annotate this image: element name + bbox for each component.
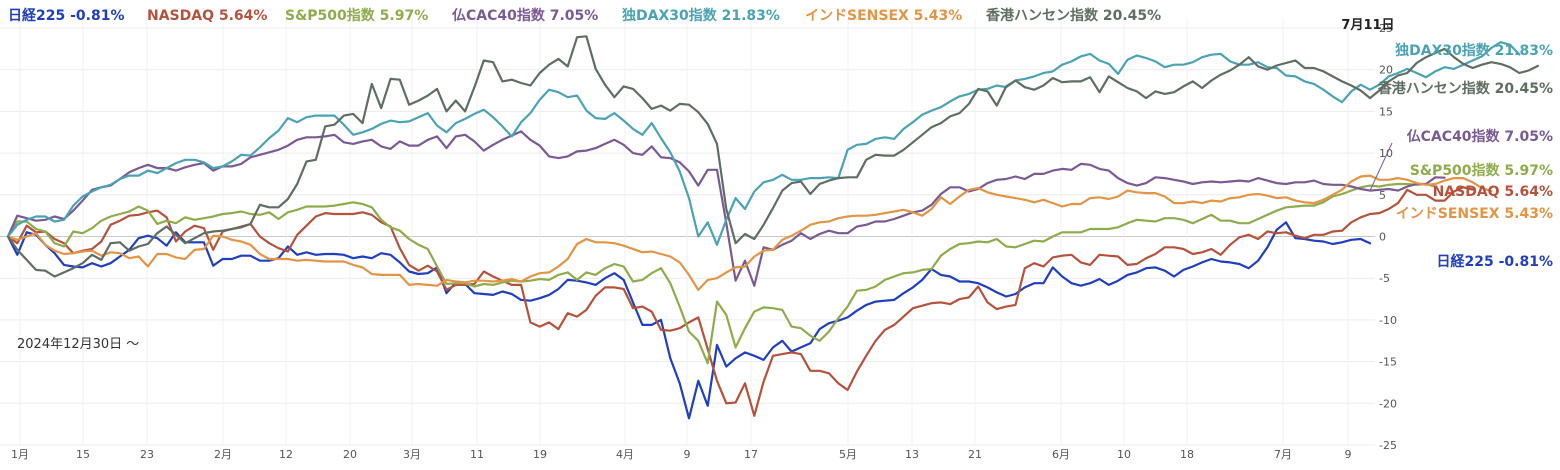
x-tick-label: 9 bbox=[684, 448, 691, 461]
y-tick-label: 15 bbox=[1379, 105, 1393, 118]
y-tick-label: 25 bbox=[1379, 22, 1393, 35]
x-tick-label: 1月 bbox=[11, 448, 29, 461]
x-tick-label: 21 bbox=[968, 448, 982, 461]
legend: 日経225 -0.81% NASDAQ 5.64% S&P500指数 5.97% 仏C… bbox=[8, 7, 1161, 24]
end-label-5: インドSENSEX 5.43% bbox=[1396, 206, 1553, 222]
series-line-0 bbox=[6, 221, 1372, 420]
start-date-label: 2024年12月30日 ～ bbox=[17, 337, 139, 352]
y-tick-label: 5 bbox=[1379, 189, 1386, 202]
series-lines bbox=[6, 35, 1540, 420]
y-tick-label: -15 bbox=[1379, 356, 1397, 369]
legend-entry-6: 香港ハンセン指数 20.45% bbox=[985, 7, 1161, 24]
x-tick-label: 9 bbox=[1345, 448, 1352, 461]
series-line-5 bbox=[6, 174, 1493, 291]
series-line-6 bbox=[6, 35, 1540, 278]
legend-entry-2: S&P500指数 5.97% bbox=[285, 7, 428, 24]
x-axis-ticks: 1月 15 23 2月 12 20 3月 11 19 4月 9 17 5月 13 21 6月 10 18 7月 9 bbox=[11, 448, 1352, 461]
y-tick-label: 0 bbox=[1379, 231, 1386, 244]
y-tick-label: -25 bbox=[1379, 439, 1397, 452]
x-tick-label: 5月 bbox=[839, 448, 857, 461]
series-line-2 bbox=[6, 182, 1437, 365]
x-tick-label: 7月 bbox=[1274, 448, 1292, 461]
x-tick-label: 4月 bbox=[616, 448, 634, 461]
series-line-1 bbox=[6, 186, 1474, 417]
grid-lines bbox=[0, 18, 1375, 446]
label-leader-line bbox=[1369, 142, 1393, 191]
end-labels: 日経225 -0.81% NASDAQ 5.64% S&P500指数 5.97% 仏C… bbox=[1369, 42, 1553, 270]
x-tick-label: 23 bbox=[140, 448, 154, 461]
end-label-3: 仏CAC40指数 7.05% bbox=[1407, 128, 1553, 145]
x-tick-label: 10 bbox=[1117, 448, 1131, 461]
y-tick-label: -10 bbox=[1379, 314, 1397, 327]
x-tick-label: 3月 bbox=[403, 448, 421, 461]
x-tick-label: 17 bbox=[744, 448, 758, 461]
y-tick-label: 10 bbox=[1379, 147, 1393, 160]
x-tick-label: 20 bbox=[343, 448, 357, 461]
y-tick-label: 20 bbox=[1379, 64, 1393, 77]
legend-entry-0: 日経225 -0.81% bbox=[8, 7, 124, 24]
legend-entry-4: 独DAX30指数 21.83% bbox=[622, 7, 780, 24]
legend-entry-5: インドSENSEX 5.43% bbox=[805, 8, 962, 24]
x-tick-label: 11 bbox=[470, 448, 484, 461]
series-line-4 bbox=[6, 41, 1521, 246]
x-tick-label: 13 bbox=[905, 448, 919, 461]
x-tick-label: 19 bbox=[533, 448, 547, 461]
end-label-4: 独DAX30指数 21.83% bbox=[1395, 42, 1553, 59]
legend-entry-3: 仏CAC40指数 7.05% bbox=[452, 7, 598, 24]
x-tick-label: 12 bbox=[279, 448, 293, 461]
x-tick-label: 6月 bbox=[1052, 448, 1070, 461]
legend-entry-1: NASDAQ 5.64% bbox=[147, 8, 267, 24]
end-label-6: 香港ハンセン指数 20.45% bbox=[1377, 80, 1553, 97]
end-label-0: 日経225 -0.81% bbox=[1437, 253, 1553, 270]
x-tick-label: 2月 bbox=[214, 448, 232, 461]
end-date-label: 7月11日 bbox=[1341, 18, 1394, 33]
x-tick-label: 15 bbox=[76, 448, 90, 461]
series-line-3 bbox=[6, 130, 1446, 287]
end-label-1: NASDAQ 5.64% bbox=[1433, 184, 1553, 200]
y-axis-ticks: 25 20 15 10 5 0 -5 -10 -15 -20 -25 bbox=[1379, 22, 1397, 452]
end-label-2: S&P500指数 5.97% bbox=[1410, 162, 1553, 179]
x-tick-label: 18 bbox=[1180, 448, 1194, 461]
y-tick-label: -20 bbox=[1379, 397, 1397, 410]
y-tick-label: -5 bbox=[1379, 272, 1390, 285]
